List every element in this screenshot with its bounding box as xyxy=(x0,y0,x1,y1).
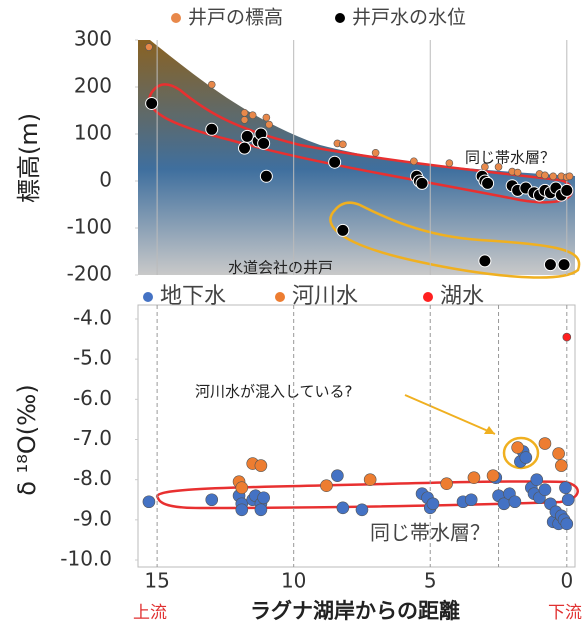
point xyxy=(487,470,499,482)
y-tick-label: 100 xyxy=(74,121,112,145)
y-tick-label: -5.0 xyxy=(73,346,112,370)
point xyxy=(553,448,565,460)
legend-marker xyxy=(275,292,285,302)
point xyxy=(531,474,543,486)
point xyxy=(241,130,253,142)
y-axis-title: 標高(m) xyxy=(15,113,43,203)
point xyxy=(563,333,571,341)
point xyxy=(258,137,270,149)
point xyxy=(241,109,248,116)
point xyxy=(258,492,270,504)
point xyxy=(329,156,341,168)
point xyxy=(416,177,428,189)
point xyxy=(410,158,417,165)
point xyxy=(481,163,488,170)
legend-label: 井戸の標高 xyxy=(188,7,283,29)
annotation: 水道会社の井戸 xyxy=(228,259,333,277)
point xyxy=(482,177,494,189)
legend-label: 井戸水の水位 xyxy=(352,7,466,29)
figure: 同じ帯水層？ 水道会社の井戸 河川水が混入している? 同じ帯水層？ 標高(m) … xyxy=(0,0,584,637)
point xyxy=(339,141,346,148)
legend-marker xyxy=(423,292,433,302)
point xyxy=(539,438,551,450)
y-tick-label: 300 xyxy=(74,27,112,51)
point xyxy=(446,160,453,167)
annotation: 河川水が混入している? xyxy=(195,383,353,401)
y-tick-label: -7.0 xyxy=(73,426,112,450)
x-tick-label: 0 xyxy=(560,569,573,593)
point xyxy=(260,170,272,182)
x-tick-label: 5 xyxy=(424,569,437,593)
point xyxy=(143,496,155,508)
y-tick-label: 200 xyxy=(74,74,112,98)
downstream-label: 下流 xyxy=(548,603,582,623)
point xyxy=(337,502,349,514)
point xyxy=(561,518,573,530)
point xyxy=(337,224,349,236)
y-tick-label: -6.0 xyxy=(73,386,112,410)
x-axis-title: ラグナ湖岸からの距離 xyxy=(250,599,460,623)
y-tick-label: -10.0 xyxy=(60,547,112,571)
legend-marker xyxy=(335,13,345,23)
point xyxy=(441,478,453,490)
x-tick-label: 10 xyxy=(281,569,306,593)
legend-label: 湖水 xyxy=(440,284,484,309)
point xyxy=(320,480,332,492)
y-tick-label: -4.0 xyxy=(73,306,112,330)
legend-label: 河川水 xyxy=(292,284,358,309)
point xyxy=(255,460,267,472)
y-tick-label: -100 xyxy=(67,215,112,239)
point xyxy=(509,496,521,508)
point xyxy=(356,504,368,516)
point xyxy=(550,173,557,180)
point xyxy=(479,255,491,267)
point xyxy=(241,116,248,123)
upstream-label: 上流 xyxy=(133,603,167,623)
point xyxy=(206,494,218,506)
point xyxy=(468,472,480,484)
point xyxy=(562,494,574,506)
point xyxy=(266,121,273,128)
plot-frame xyxy=(138,305,575,567)
point xyxy=(239,142,251,154)
point xyxy=(512,442,524,454)
point xyxy=(255,504,267,516)
y-tick-label: -200 xyxy=(67,262,112,286)
point xyxy=(561,184,573,196)
point xyxy=(539,484,551,496)
point xyxy=(236,504,248,516)
point xyxy=(249,112,256,119)
legend-marker xyxy=(171,13,181,23)
arrow xyxy=(405,395,495,434)
point xyxy=(364,474,376,486)
point xyxy=(206,123,218,135)
y-tick-label: -8.0 xyxy=(73,466,112,490)
legend-label: 地下水 xyxy=(160,284,226,309)
point xyxy=(465,494,477,506)
point xyxy=(514,169,521,176)
point xyxy=(559,482,571,494)
point xyxy=(541,172,548,179)
point xyxy=(263,114,270,121)
point xyxy=(495,163,502,170)
point xyxy=(544,259,556,271)
y-tick-label: -9.0 xyxy=(73,506,112,530)
legend-marker xyxy=(143,292,153,302)
y-tick-label: 0 xyxy=(99,168,112,192)
x-tick-label: 15 xyxy=(144,569,169,593)
point xyxy=(372,149,379,156)
point xyxy=(427,498,439,510)
point xyxy=(555,460,567,472)
point xyxy=(146,97,158,109)
point xyxy=(331,470,343,482)
y-axis-title: δ ¹⁸O(‰) xyxy=(13,384,41,495)
point xyxy=(236,482,248,494)
annotation: 同じ帯水層？ xyxy=(465,149,555,167)
point xyxy=(145,44,152,51)
point xyxy=(208,81,215,88)
point xyxy=(566,173,573,180)
point xyxy=(520,452,532,464)
point xyxy=(558,259,570,271)
